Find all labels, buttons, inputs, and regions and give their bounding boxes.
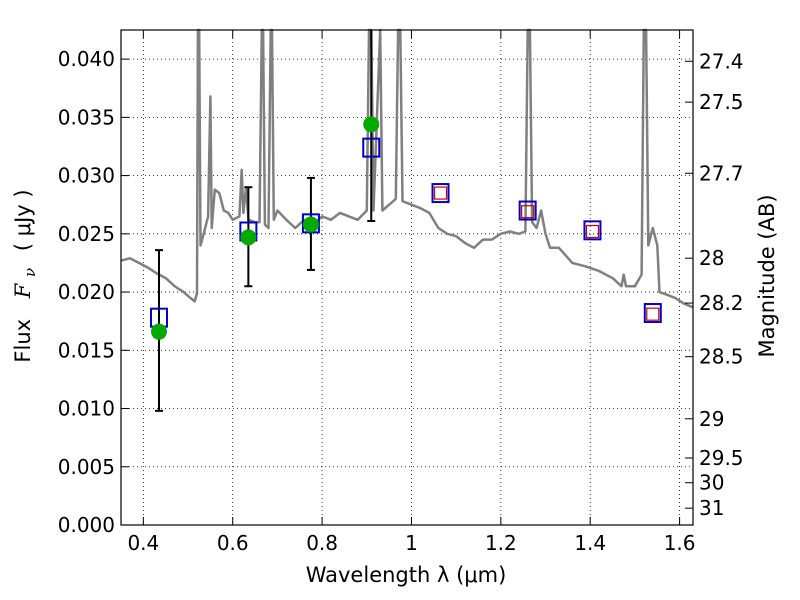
mag-tick-label: 28 bbox=[699, 246, 724, 270]
y-axis-title: Flux F ν ( μJy ) bbox=[11, 189, 40, 362]
x-tick-label: 1.2 bbox=[485, 531, 517, 555]
y-tick-label: 0.005 bbox=[58, 455, 115, 479]
y-tick-label: 0.020 bbox=[58, 280, 115, 304]
observed-point bbox=[240, 229, 257, 246]
y-tick-label: 0.010 bbox=[58, 397, 115, 421]
y-axis-title-flux: Flux bbox=[11, 319, 35, 363]
model-photometry-square bbox=[518, 200, 537, 221]
y-tick-label: 0.000 bbox=[58, 513, 115, 537]
y-tick-label: 0.040 bbox=[58, 47, 115, 71]
mag-tick-label: 27.4 bbox=[699, 49, 744, 73]
model-photometry-square bbox=[431, 183, 450, 204]
x-tick-label: 0.6 bbox=[217, 531, 249, 555]
model-photometry-square bbox=[643, 303, 662, 324]
observed-point bbox=[363, 116, 380, 133]
mag-tick-label: 29 bbox=[699, 407, 724, 431]
y-axis-title-subscript: ν bbox=[21, 268, 39, 277]
y-axis-title-symbol: F bbox=[11, 282, 35, 299]
x-tick-label: 1.6 bbox=[664, 531, 696, 555]
y-tick-label: 0.035 bbox=[58, 105, 115, 129]
y-ticks: 0.000 0.005 0.010 0.015 0.020 0.025 0.030 0.035… bbox=[58, 47, 129, 537]
mag-tick-label: 28.2 bbox=[699, 291, 744, 315]
inner-square bbox=[433, 186, 448, 200]
observed-point bbox=[150, 323, 167, 340]
y-tick-label: 0.030 bbox=[58, 164, 115, 188]
mag-tick-label: 29.5 bbox=[699, 446, 744, 470]
mag-tick-label: 30 bbox=[699, 471, 724, 495]
x-ticks: 0.4 0.6 0.8 1 1.2 1.4 1.6 bbox=[127, 30, 696, 555]
x-tick-label: 1 bbox=[405, 531, 418, 555]
y-tick-label: 0.025 bbox=[58, 222, 115, 246]
observed-point bbox=[302, 216, 319, 233]
inner-square bbox=[646, 307, 660, 321]
model-spectrum-line bbox=[120, 28, 694, 309]
grid bbox=[121, 30, 693, 525]
model-photometry-square bbox=[362, 137, 381, 158]
x-tick-label: 1.4 bbox=[574, 531, 606, 555]
y-tick-label: 0.015 bbox=[58, 338, 115, 362]
y-axis-title-unit: ( μJy ) bbox=[11, 189, 35, 251]
plot-frame bbox=[120, 29, 694, 526]
magnitude-axis-title: Magnitude (AB) bbox=[755, 194, 779, 357]
markers-layer bbox=[149, 30, 662, 412]
inner-square bbox=[585, 224, 600, 239]
x-tick-label: 0.4 bbox=[127, 531, 159, 555]
model-spectrum-layer bbox=[120, 28, 694, 309]
inner-square bbox=[521, 205, 535, 219]
x-axis-title: Wavelength λ (μm) bbox=[306, 563, 507, 587]
mag-tick-label: 27.5 bbox=[699, 90, 744, 114]
model-photometry-square bbox=[583, 220, 602, 241]
mag-tick-label: 28.5 bbox=[699, 345, 744, 369]
mag-tick-label: 27.7 bbox=[699, 161, 744, 185]
mag-tick-label: 31 bbox=[699, 496, 724, 520]
x-tick-label: 0.8 bbox=[306, 531, 338, 555]
